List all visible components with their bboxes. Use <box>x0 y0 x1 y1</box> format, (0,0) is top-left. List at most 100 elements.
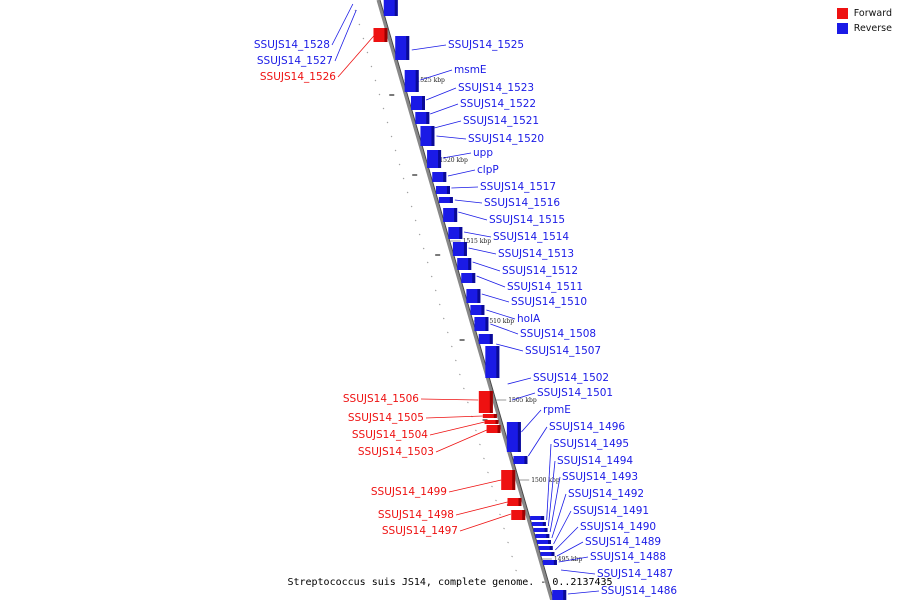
gene-label: SSUJS14_1502 <box>533 372 609 384</box>
gene-forward-edge <box>518 498 522 506</box>
guide-dot <box>507 541 509 544</box>
label-connector <box>558 556 589 563</box>
gene-label: SSUJS14_1511 <box>507 281 583 293</box>
gene-reverse <box>470 305 485 315</box>
guide-dot <box>483 457 485 460</box>
label-connector <box>334 9 357 62</box>
label-connector <box>560 569 596 575</box>
gene-reverse <box>427 150 442 168</box>
guide-dot <box>426 261 429 264</box>
gene-reverse <box>443 208 458 222</box>
gene-label: SSUJS14_1527 <box>257 55 333 67</box>
gene-forward <box>373 28 388 42</box>
label-connector <box>425 87 457 101</box>
gene-label: SSUJS14_1521 <box>463 115 539 127</box>
gene-label: msmE <box>454 64 487 76</box>
gene-label: SSUJS14_1512 <box>502 265 578 277</box>
gene-reverse <box>478 334 493 344</box>
guide-dot <box>366 51 369 54</box>
legend-forward-label: Forward <box>853 8 892 19</box>
forward-swatch-icon <box>836 8 848 19</box>
gene-reverse <box>438 197 453 203</box>
gene-reverse <box>474 317 489 331</box>
label-connector <box>434 120 462 129</box>
gene-label: SSUJS14_1510 <box>511 296 587 308</box>
gene-label: holA <box>517 313 541 325</box>
gene-forward <box>482 414 497 418</box>
label-connector <box>549 476 561 533</box>
label-connector <box>490 323 519 335</box>
guide-dot <box>358 23 361 26</box>
tick-label: 1515 kbp <box>463 238 492 245</box>
genome-axis <box>376 0 554 600</box>
gene-reverse-edge <box>463 242 467 256</box>
gene-reverse-edge <box>443 172 447 182</box>
gene-label: clpP <box>477 164 499 176</box>
guide-dot <box>434 289 437 292</box>
guide-dot <box>386 121 389 124</box>
genome-caption: Streptococcus suis JS14, complete genome… <box>287 577 613 588</box>
label-connector <box>546 443 552 521</box>
gene-label: SSUJS14_1523 <box>458 82 534 94</box>
gene-forward-edge <box>495 420 499 424</box>
gene-label: SSUJS14_1503 <box>358 446 434 458</box>
gene-reverse-edge <box>489 334 493 344</box>
label-connector <box>447 169 476 177</box>
guide-dot <box>491 485 493 488</box>
label-connector <box>547 460 556 527</box>
gene-forward <box>478 391 493 413</box>
gene-reverse-edge <box>438 150 442 168</box>
label-connector <box>425 415 483 419</box>
reverse-swatch-icon <box>836 23 848 34</box>
gene-reverse <box>533 528 548 532</box>
gene-label: SSUJS14_1487 <box>597 568 673 580</box>
gene-reverse <box>513 456 528 464</box>
gene-label: SSUJS14_1486 <box>601 585 677 597</box>
legend: Forward Reverse <box>836 8 892 38</box>
guide-dot <box>410 205 413 208</box>
gene-forward <box>501 470 516 490</box>
tick-label: 1520 kbp <box>439 157 468 164</box>
gene-reverse <box>452 242 467 256</box>
label-connector <box>472 261 501 272</box>
guide-dot <box>458 373 461 376</box>
label-connector <box>512 392 536 401</box>
guide-dot <box>378 93 381 96</box>
label-connector <box>429 421 485 436</box>
gene-reverse-edge <box>481 305 485 315</box>
label-connector <box>555 526 579 551</box>
gene-label: SSUJS14_1497 <box>382 525 458 537</box>
guide-dot <box>422 247 425 250</box>
label-connector <box>468 247 497 255</box>
gene-reverse-edge <box>426 112 430 124</box>
gene-label: SSUJS14_1525 <box>448 39 524 51</box>
gene-reverse-edge <box>477 289 481 303</box>
guide-dot <box>362 37 365 40</box>
gene-reverse-edge <box>472 273 476 283</box>
gene-reverse <box>435 186 450 194</box>
label-connector <box>481 293 510 303</box>
gene-reverse-edge <box>485 317 489 331</box>
legend-item-reverse: Reverse <box>836 23 892 34</box>
gene-label: SSUJS14_1498 <box>378 509 454 521</box>
gene-forward-edge <box>512 470 516 490</box>
guide-dot <box>402 177 405 180</box>
gene-forward-edge <box>493 414 497 418</box>
gene-reverse-edge <box>454 208 458 222</box>
label-connector <box>459 513 512 532</box>
gene-forward-edge <box>489 391 493 413</box>
guide-dot <box>475 429 477 432</box>
label-connector <box>442 152 472 159</box>
guide-dot <box>418 233 421 236</box>
legend-item-forward: Forward <box>836 8 892 19</box>
gene-label: SSUJS14_1508 <box>520 328 596 340</box>
gene-reverse-edge <box>546 534 550 538</box>
label-connector <box>567 590 600 595</box>
gene-reverse <box>420 126 435 146</box>
label-connector <box>507 377 532 385</box>
guide-dot <box>374 79 377 82</box>
gene-reverse-edge <box>394 0 398 16</box>
gene-reverse <box>540 552 555 556</box>
guide-dot <box>511 555 513 558</box>
